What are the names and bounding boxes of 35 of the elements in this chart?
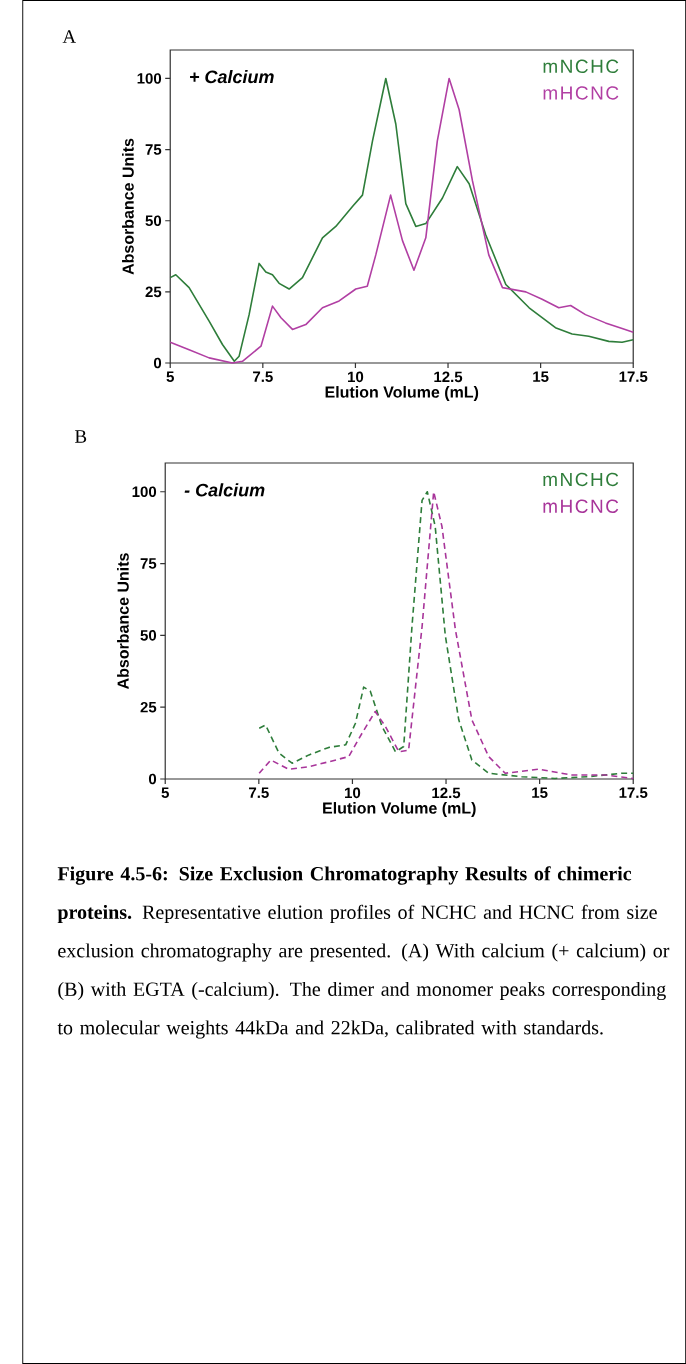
- chart-title: A: [62, 30, 76, 43]
- x-tick-label: 5: [161, 787, 169, 798]
- y-tick-label: 0: [153, 357, 161, 369]
- text: mNCHC: [543, 59, 619, 74]
- text: mNCHC: [543, 472, 619, 487]
- y-tick-label: 75: [140, 558, 157, 569]
- x-tick-label: 15: [533, 371, 549, 382]
- x-tick-label: 17.5: [619, 371, 648, 382]
- y-tick-label: 25: [145, 286, 162, 298]
- x-tick-label: 10: [347, 371, 364, 383]
- text: mHCNC: [543, 86, 619, 100]
- y-tick-label: 0: [148, 773, 156, 785]
- x-tick-label: 10: [344, 787, 361, 799]
- x-tick-label: 12.5: [432, 787, 461, 799]
- x-tick-label: 7.5: [248, 787, 269, 798]
- text: Figure 4.5-6: Size Exclusion Chromatography Results of chimeric proteins. Representative elution profiles of NCHC and HCNC from size exclusion chromatography are presented. (A) With calcium (+ calcium) or (B) with EGTA (-calcium). The dimer and monomer peaks corresponding to molecular weights 44kDa and 22kDa, calibrated with standards.: [57, 866, 670, 1039]
- x-tick-label: 12.5: [434, 371, 463, 383]
- y-axis-title: Absorbance Units: [121, 138, 134, 275]
- annotation: + Calcium: [189, 70, 274, 84]
- y-axis-title: Absorbance Units: [116, 553, 129, 690]
- y-tick-label: 75: [145, 144, 162, 155]
- y-tick-label: 25: [140, 701, 157, 713]
- x-tick-label: 7.5: [252, 371, 273, 382]
- x-tick-label: 17.5: [619, 787, 648, 798]
- x-tick-label: 5: [166, 371, 174, 382]
- y-tick-label: 100: [132, 486, 156, 498]
- y-tick-label: 50: [140, 630, 156, 641]
- y-tick-label: 100: [137, 73, 161, 84]
- x-axis-title: Elution Volume (mL): [323, 802, 476, 817]
- x-axis-title: Elution Volume (mL): [325, 386, 479, 401]
- chart-title: B: [74, 430, 87, 443]
- y-tick-label: 50: [145, 215, 161, 227]
- x-tick-label: 15: [532, 787, 548, 798]
- annotation: - Calcium: [184, 483, 265, 497]
- text: mHCNC: [543, 499, 619, 513]
